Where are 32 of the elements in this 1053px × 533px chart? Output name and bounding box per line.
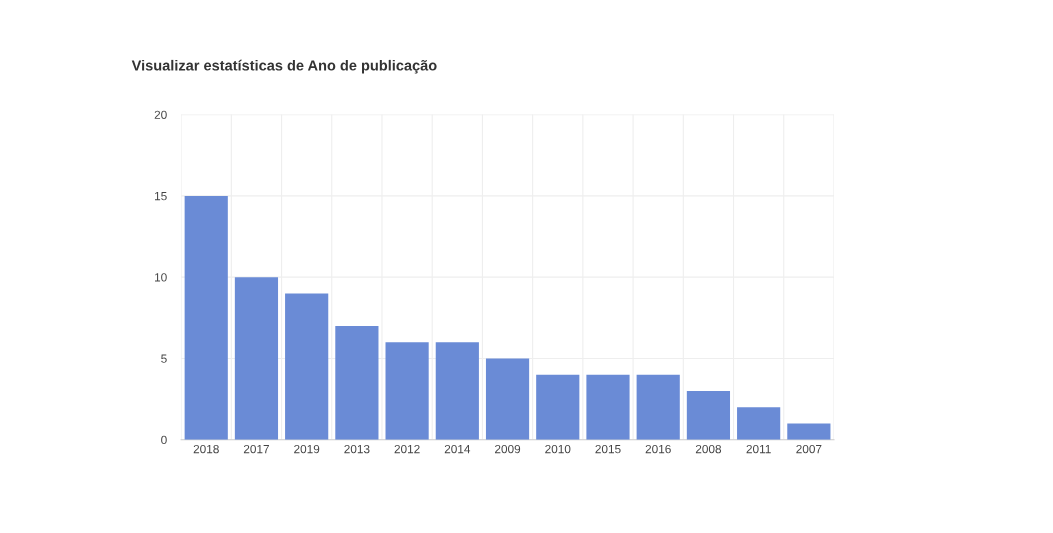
- bar: [686, 390, 731, 440]
- bar: [435, 342, 479, 440]
- x-tick-label: 2014: [444, 444, 471, 454]
- bar: [737, 407, 781, 440]
- bar: [184, 195, 228, 440]
- x-tick-label: 2013: [344, 444, 370, 454]
- x-tick-label: 2012: [394, 444, 420, 454]
- y-tick-label: 10: [155, 273, 167, 282]
- bar: [285, 293, 329, 440]
- x-tick-label: 2011: [746, 444, 771, 454]
- x-tick-label: 2017: [243, 444, 269, 454]
- x-tick-label: 2007: [796, 444, 822, 454]
- x-tick-label: 2019: [294, 444, 320, 454]
- bar: [787, 423, 831, 440]
- bar: [586, 374, 630, 440]
- x-tick-label: 2015: [595, 444, 621, 454]
- y-tick-label: 20: [154, 110, 167, 119]
- bar: [385, 342, 429, 440]
- y-tick-label: 0: [161, 435, 167, 445]
- x-tick-label: 2016: [645, 444, 671, 454]
- bar: [536, 374, 580, 440]
- x-tick-label: 2018: [193, 444, 219, 454]
- chart-title: Visualizar estatísticas de Ano de publicação: [131, 59, 437, 74]
- x-tick-label: 2008: [695, 444, 722, 454]
- y-tick-label: 5: [161, 354, 167, 363]
- bar: [234, 277, 279, 440]
- x-tick-label: 2010: [545, 444, 571, 454]
- bar: [485, 358, 530, 440]
- bar: [636, 374, 680, 440]
- y-tick-label: 15: [155, 192, 167, 201]
- x-tick-label: 2009: [495, 444, 521, 454]
- bar: [335, 325, 379, 440]
